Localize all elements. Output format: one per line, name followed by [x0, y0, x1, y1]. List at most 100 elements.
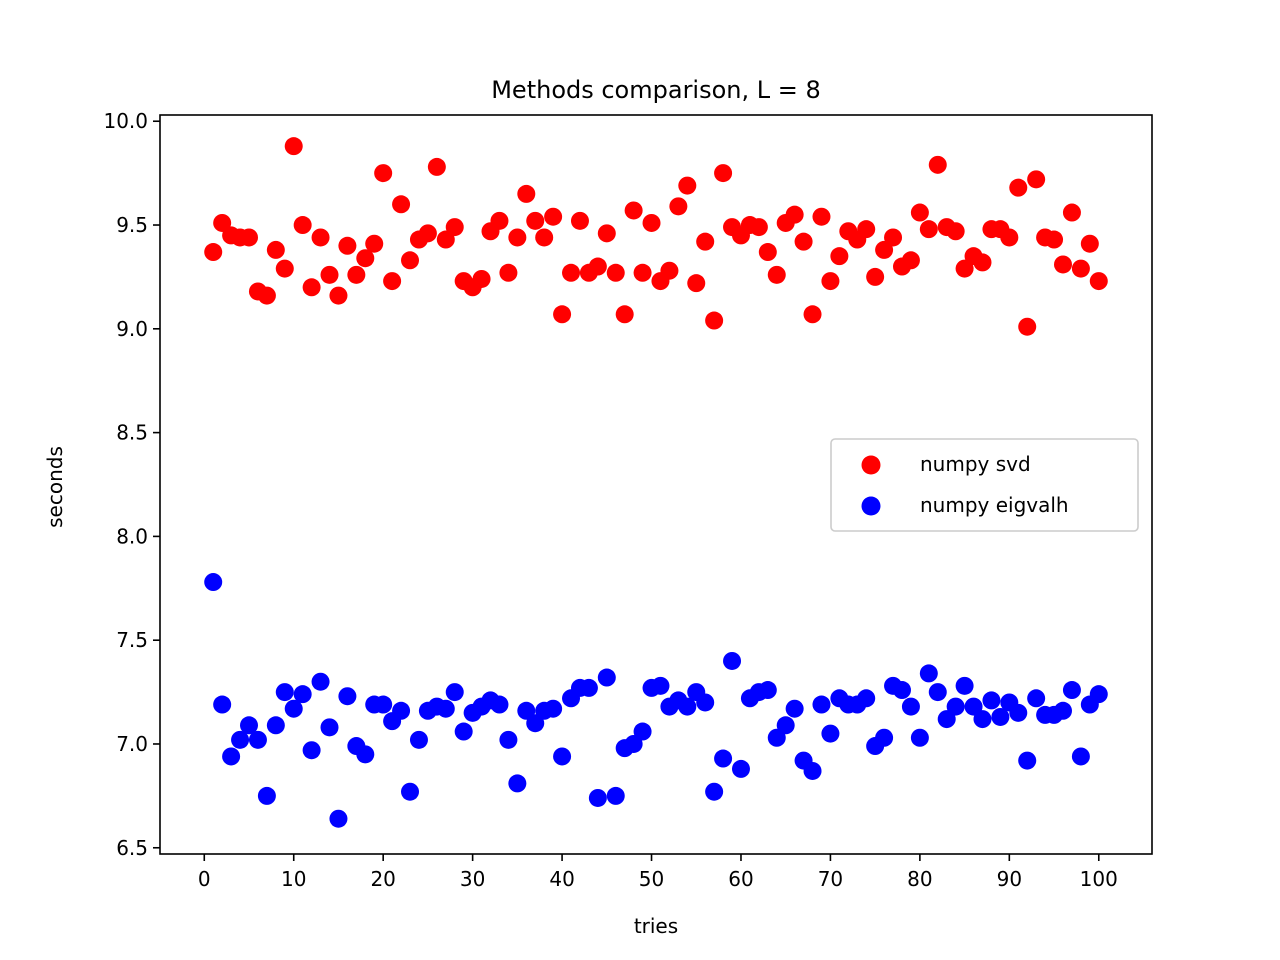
point-numpy-eigvalh: [499, 730, 518, 749]
point-numpy-svd: [821, 272, 840, 291]
x-tick-label: 50: [639, 867, 664, 891]
x-tick-label: 0: [198, 867, 211, 891]
point-numpy-eigvalh: [356, 745, 375, 764]
point-numpy-eigvalh: [821, 724, 840, 743]
point-numpy-svd: [678, 176, 697, 195]
point-numpy-svd: [785, 205, 804, 224]
x-tick-label: 60: [728, 867, 753, 891]
point-numpy-eigvalh: [222, 747, 241, 766]
chart-title: Methods comparison, L = 8: [491, 76, 821, 104]
point-numpy-svd: [642, 213, 661, 232]
point-numpy-svd: [910, 203, 929, 222]
point-numpy-svd: [320, 265, 339, 284]
data-points: [204, 137, 1108, 828]
point-numpy-svd: [812, 207, 831, 226]
point-numpy-eigvalh: [266, 716, 285, 735]
point-numpy-svd: [1054, 255, 1072, 274]
point-numpy-eigvalh: [678, 697, 697, 716]
point-numpy-eigvalh: [454, 722, 473, 741]
point-numpy-svd: [660, 261, 679, 280]
point-numpy-eigvalh: [1027, 689, 1046, 708]
point-numpy-svd: [803, 305, 822, 324]
point-numpy-svd: [392, 195, 411, 214]
point-numpy-eigvalh: [991, 707, 1010, 726]
point-numpy-eigvalh: [973, 710, 992, 729]
point-numpy-eigvalh: [257, 786, 276, 805]
point-numpy-eigvalh: [490, 695, 509, 714]
point-numpy-svd: [955, 259, 974, 278]
point-numpy-eigvalh: [955, 676, 974, 695]
point-numpy-eigvalh: [526, 714, 545, 733]
point-numpy-eigvalh: [892, 681, 911, 700]
point-numpy-eigvalh: [240, 716, 258, 735]
point-numpy-svd: [338, 236, 357, 255]
point-numpy-svd: [597, 224, 616, 243]
point-numpy-svd: [553, 305, 572, 324]
point-numpy-eigvalh: [213, 695, 232, 714]
point-numpy-svd: [624, 201, 643, 220]
point-numpy-svd: [1045, 230, 1064, 249]
legend-label-numpy-svd: numpy svd: [920, 452, 1031, 476]
point-numpy-eigvalh: [964, 697, 983, 716]
point-numpy-eigvalh: [910, 728, 929, 747]
point-numpy-svd: [347, 265, 366, 284]
point-numpy-eigvalh: [624, 734, 643, 753]
point-numpy-eigvalh: [714, 749, 733, 768]
point-numpy-svd: [383, 272, 402, 291]
y-tick-label: 10.0: [103, 109, 148, 133]
point-numpy-svd: [606, 263, 625, 282]
point-numpy-svd: [562, 263, 581, 282]
point-numpy-svd: [284, 137, 303, 156]
point-numpy-svd: [1027, 170, 1046, 189]
point-numpy-svd: [1018, 317, 1037, 336]
point-numpy-eigvalh: [204, 573, 223, 592]
point-numpy-svd: [973, 253, 992, 272]
point-numpy-svd: [445, 218, 464, 237]
point-numpy-eigvalh: [508, 774, 527, 793]
y-tick-label: 7.5: [116, 628, 148, 652]
point-numpy-svd: [490, 211, 509, 230]
point-numpy-eigvalh: [311, 672, 330, 691]
legend-marker-numpy-svd: [861, 455, 881, 475]
point-numpy-eigvalh: [517, 701, 536, 720]
point-numpy-svd: [356, 249, 375, 268]
point-numpy-svd: [830, 247, 849, 266]
point-numpy-svd: [633, 263, 652, 282]
point-numpy-eigvalh: [776, 716, 795, 735]
point-numpy-eigvalh: [392, 701, 411, 720]
point-numpy-eigvalh: [946, 697, 965, 716]
point-numpy-svd: [257, 286, 276, 305]
point-numpy-svd: [901, 251, 920, 270]
point-numpy-svd: [302, 278, 321, 297]
point-numpy-eigvalh: [248, 730, 267, 749]
y-tick-label: 8.0: [116, 524, 148, 548]
point-numpy-svd: [374, 164, 393, 183]
point-numpy-svd: [857, 220, 876, 239]
x-tick-label: 80: [907, 867, 932, 891]
point-numpy-eigvalh: [723, 651, 742, 670]
x-axis: 0 10 20 30 40 50 60 70 80 90 100: [198, 854, 1118, 891]
x-tick-label: 40: [549, 867, 574, 891]
point-numpy-eigvalh: [284, 699, 303, 718]
point-numpy-eigvalh: [937, 710, 956, 729]
point-numpy-svd: [436, 230, 455, 249]
point-numpy-svd: [1000, 228, 1019, 247]
point-numpy-svd: [535, 228, 554, 247]
point-numpy-eigvalh: [436, 699, 455, 718]
point-numpy-svd: [794, 232, 813, 251]
point-numpy-svd: [427, 157, 446, 176]
point-numpy-svd: [204, 243, 223, 262]
point-numpy-svd: [517, 184, 536, 203]
point-numpy-eigvalh: [1071, 747, 1090, 766]
point-numpy-eigvalh: [553, 747, 572, 766]
point-numpy-svd: [696, 232, 715, 251]
point-numpy-svd: [615, 305, 634, 324]
point-numpy-svd: [311, 228, 330, 247]
point-numpy-svd: [1062, 203, 1081, 222]
x-axis-label: tries: [634, 914, 678, 938]
x-tick-label: 20: [370, 867, 395, 891]
point-numpy-svd: [499, 263, 518, 282]
legend-marker-numpy-eigvalh: [861, 496, 881, 516]
y-tick-label: 6.5: [116, 836, 148, 860]
